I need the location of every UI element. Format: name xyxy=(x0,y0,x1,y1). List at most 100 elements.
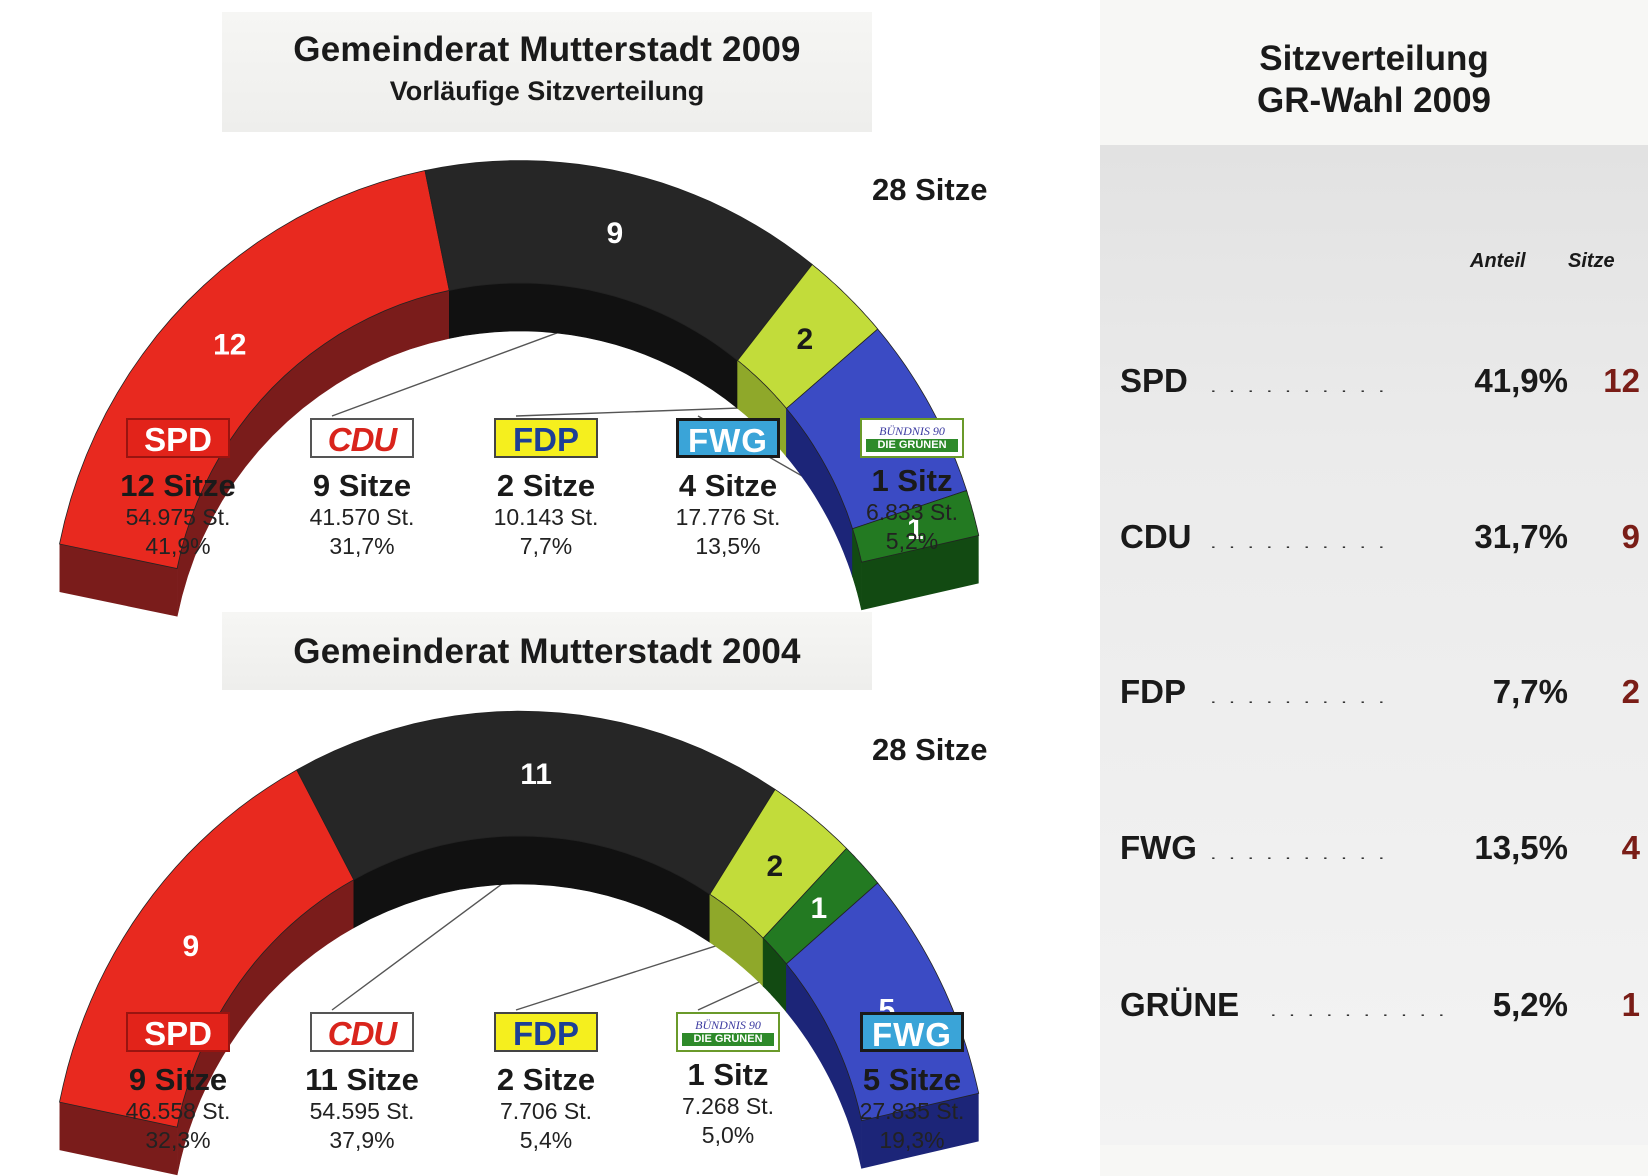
party-votes: 17.776 St. xyxy=(675,504,781,530)
panel-title-line2: GR-Wahl 2009 xyxy=(1256,81,1492,120)
row-share: 41,9% xyxy=(1474,362,1568,399)
row-share: 7,7% xyxy=(1492,673,1568,710)
cdu-logo: CDU xyxy=(310,1012,414,1052)
seat-count-label-spd: 9 xyxy=(182,930,199,963)
table-row: SPD.......... 41,9% 12 xyxy=(1120,362,1640,406)
chart-2009-title: Gemeinderat Mutterstadt 2009 xyxy=(293,30,801,69)
leader-line-cdu xyxy=(331,316,602,417)
party-votes: 46.558 St. xyxy=(125,1098,231,1124)
party-seats: 5 Sitze xyxy=(862,1062,962,1097)
party-column-spd: SPD 12 Sitze 54.975 St. 41,9% xyxy=(88,418,268,561)
party-seats: 1 Sitz xyxy=(687,1057,769,1092)
row-share: 5,2% xyxy=(1492,986,1568,1023)
row-share: 31,7% xyxy=(1474,518,1568,555)
party-share: 19,3% xyxy=(879,1127,945,1153)
party-votes: 54.975 St. xyxy=(125,504,231,530)
arc-end-cap-right xyxy=(861,1093,979,1169)
seat-count-label-grüne: 1 xyxy=(810,892,827,925)
gruene-logo-line2: DIE GRÜNEN xyxy=(682,1032,774,1046)
party-share: 5,2% xyxy=(885,528,939,554)
panel-title: Sitzverteilung GR-Wahl 2009 xyxy=(1100,38,1648,122)
row-leader-dots: .......... xyxy=(1210,372,1397,392)
row-seats: 12 xyxy=(1603,362,1640,399)
row-leader-dots: .......... xyxy=(1210,839,1397,859)
panel-body xyxy=(1100,145,1648,1145)
chart-2004-title: Gemeinderat Mutterstadt 2004 xyxy=(293,632,801,671)
row-leader-dots: .......... xyxy=(1210,683,1397,703)
party-column-spd: SPD 9 Sitze 46.558 St. 32,3% xyxy=(88,1012,268,1155)
party-column-fwg: FWG 4 Sitze 17.776 St. 13,5% xyxy=(638,418,818,561)
column-header-share: Anteil xyxy=(1470,250,1526,272)
arc-end-cap-left xyxy=(59,544,178,617)
party-seats: 9 Sitze xyxy=(312,468,412,503)
party-seats: 2 Sitze xyxy=(496,468,596,503)
party-share: 41,9% xyxy=(145,533,211,559)
party-votes: 27.835 St. xyxy=(859,1098,965,1124)
row-seats: 2 xyxy=(1621,673,1640,710)
chart-2004-title-box: Gemeinderat Mutterstadt 2004 xyxy=(222,612,872,690)
seat-count-label-grüne: 1 xyxy=(907,513,924,546)
spd-logo: SPD xyxy=(126,418,230,458)
party-share: 5,4% xyxy=(519,1127,573,1153)
chart-2009-subtitle: Vorläufige Sitzverteilung xyxy=(389,76,705,106)
row-leader-dots: .......... xyxy=(1270,996,1457,1016)
fdp-logo: FDP xyxy=(494,1012,598,1052)
leader-line-fdp xyxy=(515,938,738,1011)
seat-segment-fwg xyxy=(785,882,980,1122)
table-row: CDU.......... 31,7% 9 xyxy=(1120,518,1640,562)
seat-count-label-cdu: 11 xyxy=(520,758,552,791)
chart-2004-total-seats: 28 Sitze xyxy=(872,732,988,767)
party-votes: 54.595 St. xyxy=(309,1098,415,1124)
gruene-logo-line1: BÜNDNIS 90 xyxy=(879,423,945,438)
party-column-grüne: BÜNDNIS 90 DIE GRÜNEN 1 Sitz 6.833 St. 5,2% xyxy=(822,418,1002,556)
party-votes: 6.833 St. xyxy=(865,499,959,525)
row-share: 13,5% xyxy=(1474,829,1568,866)
cdu-logo: CDU xyxy=(310,418,414,458)
table-row: FDP.......... 7,7% 2 xyxy=(1120,673,1640,717)
arc-end-cap-left xyxy=(59,1102,178,1176)
party-column-cdu: CDU 9 Sitze 41.570 St. 31,7% xyxy=(272,418,452,561)
panel-title-line1: Sitzverteilung xyxy=(1259,39,1489,78)
party-votes: 7.268 St. xyxy=(681,1093,775,1119)
fwg-logo: FWG xyxy=(860,1012,964,1052)
arc-end-cap-right xyxy=(861,535,979,611)
row-party-name: FWG xyxy=(1120,829,1197,866)
seat-count-label-spd: 12 xyxy=(213,329,246,362)
table-row: FWG.......... 13,5% 4 xyxy=(1120,829,1640,873)
row-party-name: FDP xyxy=(1120,673,1186,710)
row-party-name: SPD xyxy=(1120,362,1188,399)
party-share: 37,9% xyxy=(329,1127,395,1153)
gruene-logo: BÜNDNIS 90 DIE GRÜNEN xyxy=(676,1012,780,1052)
seat-count-label-fdp: 2 xyxy=(796,323,813,356)
seat-segment-grüne xyxy=(851,489,980,563)
party-votes: 10.143 St. xyxy=(493,504,599,530)
party-seats: 11 Sitze xyxy=(305,1062,419,1097)
column-header-seats: Sitze xyxy=(1568,250,1615,272)
party-column-fdp: FDP 2 Sitze 10.143 St. 7,7% xyxy=(456,418,636,561)
gruene-logo: BÜNDNIS 90 DIE GRÜNEN xyxy=(860,418,964,458)
party-share: 7,7% xyxy=(519,533,573,559)
spd-logo: SPD xyxy=(126,1012,230,1052)
leader-line-fdp xyxy=(515,406,764,417)
fdp-logo: FDP xyxy=(494,418,598,458)
row-party-name: GRÜNE xyxy=(1120,986,1240,1023)
party-share: 13,5% xyxy=(695,533,761,559)
party-seats: 4 Sitze xyxy=(678,468,778,503)
party-share: 32,3% xyxy=(145,1127,211,1153)
party-seats: 12 Sitze xyxy=(120,468,236,503)
row-party-name: CDU xyxy=(1120,518,1192,555)
gruene-logo-line1: BÜNDNIS 90 xyxy=(695,1017,761,1032)
seat-count-label-cdu: 9 xyxy=(607,217,624,250)
party-seats: 2 Sitze xyxy=(496,1062,596,1097)
leader-line-cdu xyxy=(331,859,535,1011)
chart-2009-total-seats: 28 Sitze xyxy=(872,172,988,207)
party-seats: 1 Sitz xyxy=(871,463,953,498)
party-votes: 7.706 St. xyxy=(499,1098,593,1124)
party-share: 31,7% xyxy=(329,533,395,559)
fwg-logo: FWG xyxy=(676,418,780,458)
party-share: 5,0% xyxy=(701,1122,755,1148)
party-column-grüne: BÜNDNIS 90 DIE GRÜNEN 1 Sitz 7.268 St. 5,0% xyxy=(638,1012,818,1150)
chart-2009-seat-arc: 129241 xyxy=(59,160,980,617)
table-row: GRÜNE.......... 5,2% 1 xyxy=(1120,986,1640,1030)
